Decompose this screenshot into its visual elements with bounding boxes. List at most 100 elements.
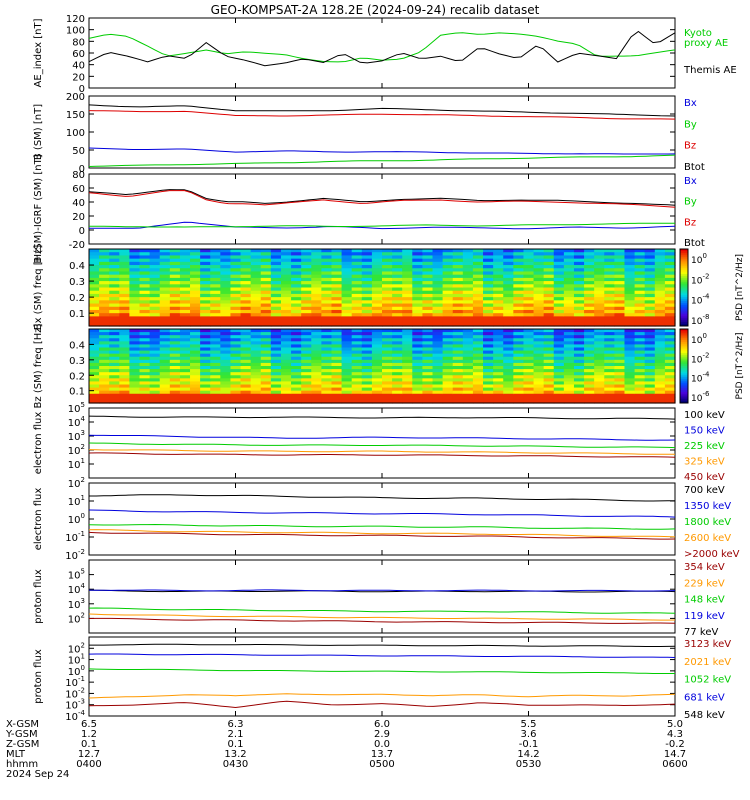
heatmap-cell [553,359,565,364]
heatmap-cell [331,366,343,370]
heatmap-cell [159,277,171,282]
heatmap-cell [472,335,484,339]
heatmap-cell [159,306,171,311]
heatmap-cell [89,387,100,392]
heatmap-cell [513,249,525,253]
heatmap-cell [169,261,181,266]
heatmap-cell [412,255,424,260]
heatmap-cell [402,313,413,317]
heatmap-cell [89,378,100,383]
legend-entry: 77 keV [684,627,718,638]
heatmap-cell [382,268,393,273]
heatmap-cell [149,261,161,266]
heatmap-cell [109,271,120,276]
heatmap-cell [503,396,514,401]
heatmap-cell [553,287,565,292]
heatmap-cell [280,303,292,308]
heatmap-cell [109,316,120,321]
heatmap-cell [311,265,322,269]
heatmap-cell [270,297,282,301]
heatmap-cell [270,366,282,370]
heatmap-cell [210,274,221,279]
heatmap-cell [139,255,151,260]
heatmap-cell [543,309,555,314]
heatmap-cell [543,356,555,361]
heatmap-cell [291,316,302,321]
heatmap-cell [139,306,151,311]
heatmap-cell [503,366,514,370]
heatmap-cell [220,399,232,404]
heatmap-cell [523,265,535,269]
heatmap-cell [432,369,444,373]
y-tick-label: 10-3 [65,698,85,712]
heatmap-cell [624,261,636,266]
heatmap-cell [563,362,575,367]
heatmap-cell [311,375,322,379]
heatmap-cell [139,281,151,285]
heatmap-cell [412,369,424,373]
heatmap-cell [624,375,636,379]
heatmap-cell [573,359,585,364]
heatmap-cell [321,390,333,395]
heatmap-cell [240,313,252,317]
heatmap-cell [422,372,434,376]
heatmap-cell [493,258,504,263]
heatmap-cell [523,255,535,260]
heatmap-cell [149,372,161,376]
colorbar-segment [680,299,688,302]
heatmap-cell [563,297,575,301]
heatmap-cell [462,366,474,370]
colorbar-segment [680,302,688,306]
heatmap-cell [89,252,100,257]
heatmap-cell [351,306,363,311]
heatmap-cell [604,261,615,266]
heatmap-cell [584,375,595,379]
heatmap-cell [432,329,444,333]
y-tick-label: 0 [79,84,85,95]
heatmap-cell [573,356,585,361]
heatmap-cell [351,303,363,308]
heatmap-cell [361,356,373,361]
heatmap-cell [250,399,262,404]
y-tick-label: 0.2 [69,371,85,382]
heatmap-cell [361,265,373,269]
heatmap-cell [452,258,464,263]
legend-entry: 1052 keV [684,675,731,686]
heatmap-cell [159,366,171,370]
heatmap-cell [432,362,444,367]
heatmap-cell [392,362,403,367]
heatmap-cell [89,309,100,314]
heatmap-cell [594,332,605,336]
heatmap-cell [392,271,403,276]
heatmap-cell [351,384,363,389]
heatmap-cell [301,277,312,282]
heatmap-cell [483,309,494,314]
heatmap-cell [442,378,454,383]
heatmap-cell [533,350,545,355]
heatmap-cell [493,249,504,253]
heatmap-cell [341,309,353,314]
heatmap-cell [503,293,514,298]
colorbar-segment [680,377,688,380]
heatmap-cell [99,303,110,308]
heatmap-cell [331,252,343,257]
heatmap-cell [573,332,585,336]
heatmap-cell [412,356,424,361]
heatmap-cell [412,281,424,285]
heatmap-cell [179,375,191,379]
heatmap-cell [321,297,333,301]
heatmap-cell [129,258,141,263]
heatmap-cell [341,356,353,361]
heatmap-cell [220,255,232,260]
heatmap-cell [452,335,464,339]
heatmap-cell [493,287,504,292]
heatmap-cell [159,309,171,314]
heatmap-cell [523,359,535,364]
heatmap-cell [614,274,626,279]
y-tick-label: 100 [66,128,85,139]
heatmap-cell [119,366,131,370]
heatmap-cell [240,359,252,364]
heatmap-cell [452,255,464,260]
heatmap-cell [109,284,120,289]
heatmap-cell [311,369,322,373]
